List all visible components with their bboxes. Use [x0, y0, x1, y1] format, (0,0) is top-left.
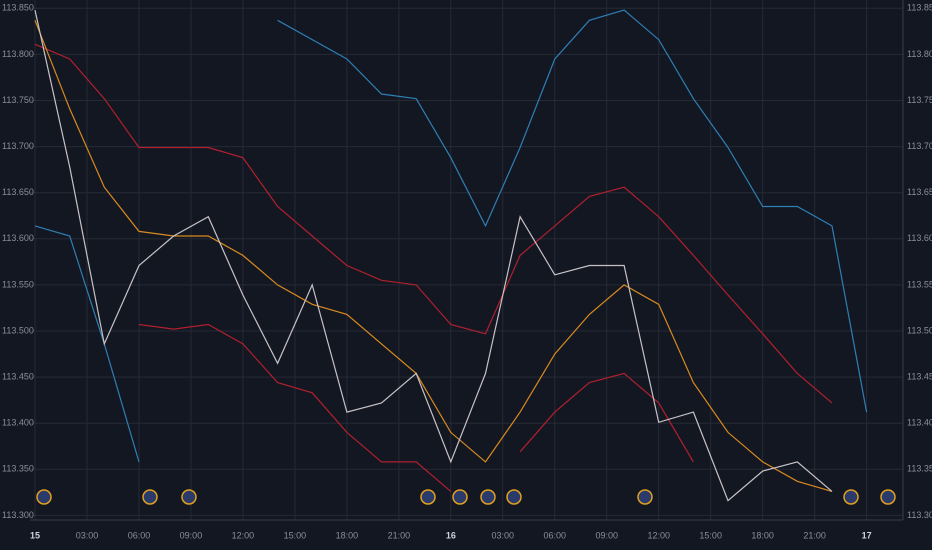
event-icon	[637, 489, 653, 505]
y-tick-label: 113.300	[2, 510, 34, 520]
y-tick-label: 113.700	[907, 141, 932, 151]
series-line	[277, 9, 868, 413]
x-tick-label: 16	[446, 530, 456, 540]
y-tick-label: 113.300	[907, 510, 932, 520]
x-tick-label: 12:00	[232, 530, 255, 540]
y-tick-label: 113.500	[907, 325, 932, 335]
x-tick-label: 03:00	[76, 530, 99, 540]
series-line	[138, 323, 694, 492]
event-icon	[420, 489, 436, 505]
series-line	[34, 9, 833, 502]
y-tick-label: 113.550	[2, 279, 34, 289]
x-tick-label: 06:00	[128, 530, 151, 540]
event-icon	[452, 489, 468, 505]
event-icon	[36, 489, 52, 505]
event-icon	[880, 489, 896, 505]
x-tick-label: 21:00	[803, 530, 826, 540]
event-icon	[142, 489, 158, 505]
x-tick-label: 15:00	[699, 530, 722, 540]
y-tick-label: 113.450	[2, 371, 34, 381]
event-icon	[506, 489, 522, 505]
series-line	[34, 20, 833, 492]
y-tick-label: 113.750	[907, 95, 932, 105]
y-tick-label: 113.850	[907, 3, 932, 13]
y-tick-label: 113.600	[907, 233, 932, 243]
x-tick-label: 15:00	[284, 530, 307, 540]
event-icons	[36, 489, 896, 505]
x-tick-label: 18:00	[751, 530, 774, 540]
y-tick-label: 113.650	[907, 187, 932, 197]
x-tick-label: 06:00	[544, 530, 567, 540]
y-tick-label: 113.450	[907, 371, 932, 381]
y-tick-label: 113.550	[907, 279, 932, 289]
series-line	[34, 225, 140, 463]
y-tick-label: 113.850	[2, 3, 34, 13]
y-tick-label: 113.350	[907, 464, 932, 474]
y-tick-label: 113.800	[2, 49, 34, 59]
x-tick-label: 12:00	[647, 530, 670, 540]
y-tick-label: 113.500	[2, 325, 34, 335]
y-tick-label: 113.750	[2, 95, 34, 105]
x-tick-label: 15	[30, 530, 40, 540]
series-line	[34, 43, 833, 404]
event-icon	[843, 489, 859, 505]
y-tick-label: 113.800	[907, 49, 932, 59]
y-tick-label: 113.400	[907, 418, 932, 428]
x-tick-label: 17	[862, 530, 872, 540]
event-icon	[181, 489, 197, 505]
y-tick-label: 113.650	[2, 187, 34, 197]
x-tick-label: 03:00	[492, 530, 515, 540]
x-tick-label: 09:00	[595, 530, 618, 540]
y-tick-label: 113.600	[2, 233, 34, 243]
x-tick-label: 21:00	[388, 530, 411, 540]
x-tick-label: 09:00	[180, 530, 203, 540]
event-icon	[480, 489, 496, 505]
y-tick-label: 113.350	[2, 464, 34, 474]
y-tick-label: 113.400	[2, 418, 34, 428]
y-tick-label: 113.700	[2, 141, 34, 151]
x-tick-label: 18:00	[336, 530, 359, 540]
